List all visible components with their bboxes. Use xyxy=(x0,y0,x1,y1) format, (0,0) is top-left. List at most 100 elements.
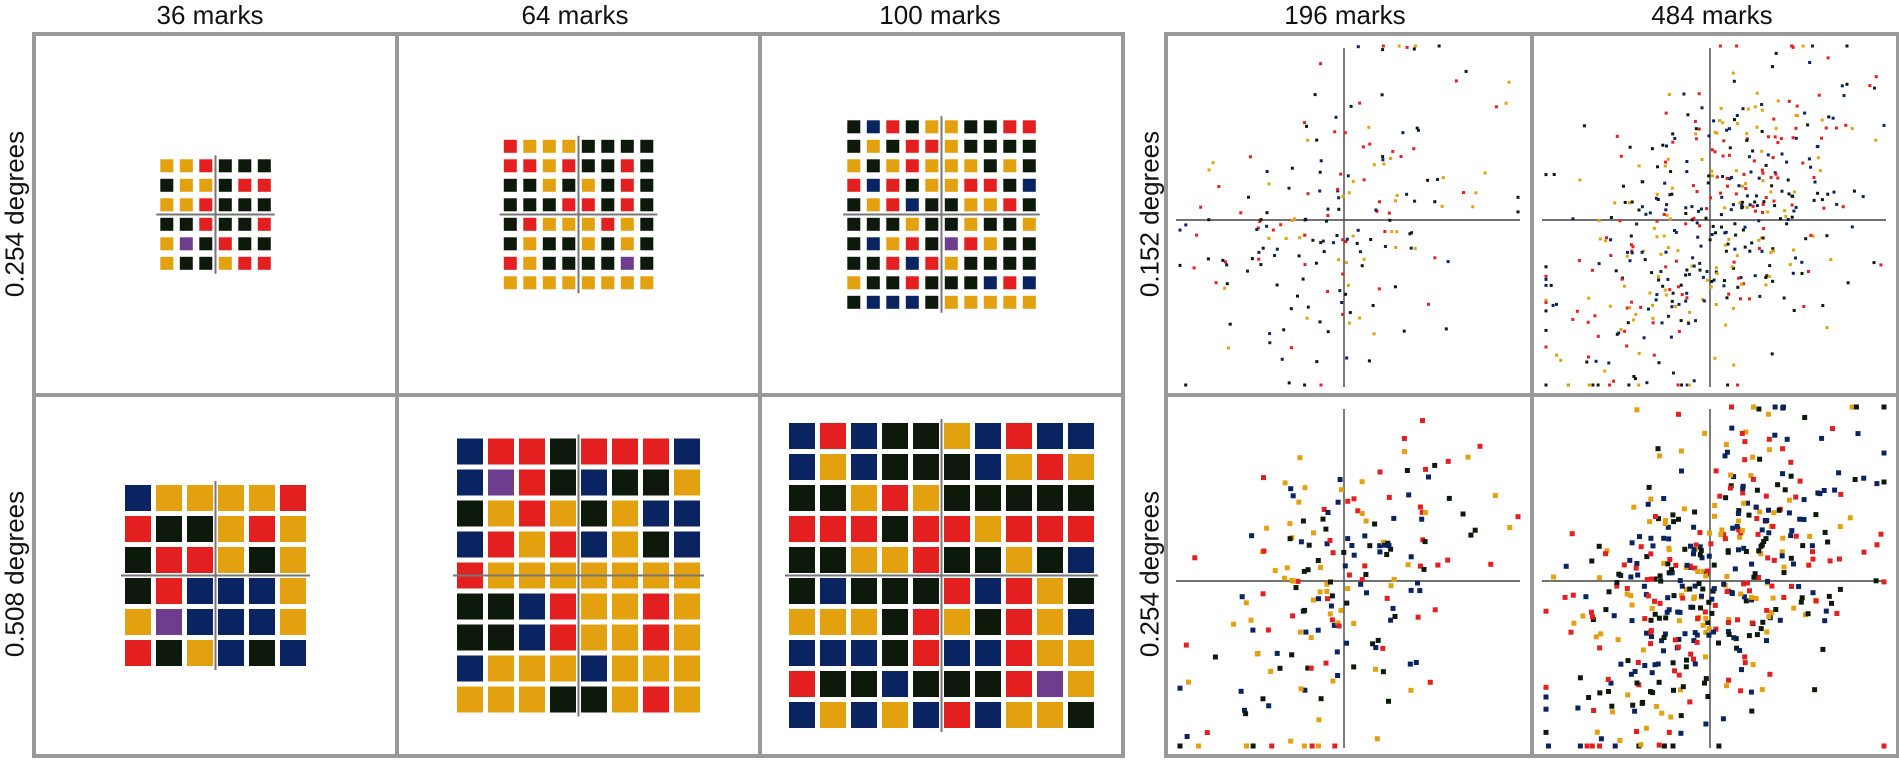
scatter-dot xyxy=(1388,546,1394,552)
mark xyxy=(562,217,576,231)
scatter-dot xyxy=(1680,595,1686,601)
scatter-dot xyxy=(1637,351,1641,355)
scatter-dot xyxy=(1248,155,1252,159)
scatter-dot xyxy=(1705,270,1709,274)
scatter-dot xyxy=(1477,443,1483,449)
scatter-dot xyxy=(1724,323,1728,327)
scatter-dot xyxy=(1822,618,1828,624)
scatter-dot xyxy=(1267,182,1271,186)
scatter-dot xyxy=(1380,645,1386,651)
mark xyxy=(975,640,1001,666)
scatter-dot xyxy=(1739,430,1745,436)
scatter-dot xyxy=(1316,717,1322,723)
scatter-dot xyxy=(1344,292,1348,296)
scatter-dot xyxy=(1412,47,1416,51)
scatter-dot xyxy=(1720,195,1724,199)
scatter-dot xyxy=(1377,469,1383,475)
scatter-dot xyxy=(1412,147,1416,151)
scatter-dot xyxy=(1762,518,1768,523)
mark xyxy=(866,276,880,290)
scatter-dot xyxy=(1850,225,1854,229)
scatter-dot xyxy=(1609,703,1615,709)
scatter-dot xyxy=(1697,127,1701,131)
mark xyxy=(601,237,615,251)
scatter-0-1 xyxy=(1542,44,1886,387)
scatter-dot xyxy=(1255,228,1259,231)
mark xyxy=(944,640,970,666)
scatter-dot xyxy=(1635,572,1641,578)
scatter-dot xyxy=(1644,630,1650,636)
scatter-dot xyxy=(1408,554,1414,560)
mark xyxy=(601,159,615,173)
mark xyxy=(542,159,556,173)
scatter-dot xyxy=(1703,615,1709,621)
mark xyxy=(542,217,556,231)
mark xyxy=(866,295,880,309)
mark xyxy=(199,198,213,212)
scatter-dot xyxy=(1786,510,1792,516)
scatter-dot xyxy=(1665,524,1671,530)
scatter-dot xyxy=(1733,247,1737,251)
scatter-dot xyxy=(1407,661,1413,667)
scatter-dot xyxy=(1323,660,1329,666)
scatter-dot xyxy=(1298,236,1302,240)
scatter-dot xyxy=(1391,149,1395,153)
scatter-dot xyxy=(1571,620,1577,626)
scatter-dot xyxy=(1325,219,1328,223)
scatter-dot xyxy=(1820,646,1826,652)
scatter-dot xyxy=(1733,118,1736,122)
scatter-dot xyxy=(1725,620,1731,625)
scatter-dot xyxy=(1779,553,1785,559)
scatter-dot xyxy=(1709,596,1715,602)
scatter-dot xyxy=(1248,617,1254,623)
scatter-dot xyxy=(1678,448,1684,454)
scatter-dot xyxy=(1707,174,1711,178)
scatter-dot xyxy=(1660,321,1664,325)
scatter-dot xyxy=(1666,277,1670,281)
scatter-dot xyxy=(1702,430,1708,436)
scatter-dot xyxy=(1692,216,1696,220)
mark xyxy=(944,702,970,728)
scatter-dot xyxy=(1677,302,1681,306)
scatter-dot xyxy=(1594,729,1600,735)
scatter-dot xyxy=(1302,607,1308,613)
mark xyxy=(964,295,978,309)
scatter-dot xyxy=(1569,531,1575,537)
scatter-dot xyxy=(1634,561,1640,566)
mark xyxy=(179,198,193,212)
scatter-dot xyxy=(1341,549,1347,555)
scatter-dot xyxy=(1552,173,1556,176)
scatter-dot xyxy=(1543,684,1549,690)
mark xyxy=(866,256,880,270)
mark xyxy=(640,178,654,192)
scatter-dot xyxy=(1288,738,1294,744)
scatter-dot xyxy=(1791,605,1797,611)
scatter-dot xyxy=(1420,418,1425,424)
scatter-dot xyxy=(1328,579,1333,585)
scatter-dot xyxy=(1788,263,1792,267)
scatter-dot xyxy=(1426,178,1430,182)
mark xyxy=(503,237,517,251)
mark xyxy=(820,671,846,697)
scatter-dot xyxy=(1751,204,1755,208)
scatter-dot xyxy=(1704,568,1710,574)
scatter-dot xyxy=(1642,616,1648,622)
scatter-dot xyxy=(1776,141,1780,145)
scatter-dot xyxy=(1690,218,1694,222)
scatter-dot xyxy=(1351,664,1357,670)
scatter-dot xyxy=(1628,593,1634,599)
scatter-dot xyxy=(1813,180,1817,184)
scatter-dot xyxy=(1664,111,1668,115)
scatter-dot xyxy=(1433,256,1437,260)
mark xyxy=(882,454,908,480)
scatter-dot xyxy=(1588,609,1594,615)
scatter-dot xyxy=(1731,203,1735,207)
scatter-dot xyxy=(1796,114,1800,118)
scatter-dot xyxy=(1664,265,1668,269)
scatter-dot xyxy=(1767,275,1771,278)
scatter-dot xyxy=(1362,563,1368,569)
scatter-dot xyxy=(1757,219,1761,223)
mark xyxy=(847,120,861,134)
scatter-dot xyxy=(1695,190,1699,193)
scatter-dot xyxy=(1397,44,1401,48)
